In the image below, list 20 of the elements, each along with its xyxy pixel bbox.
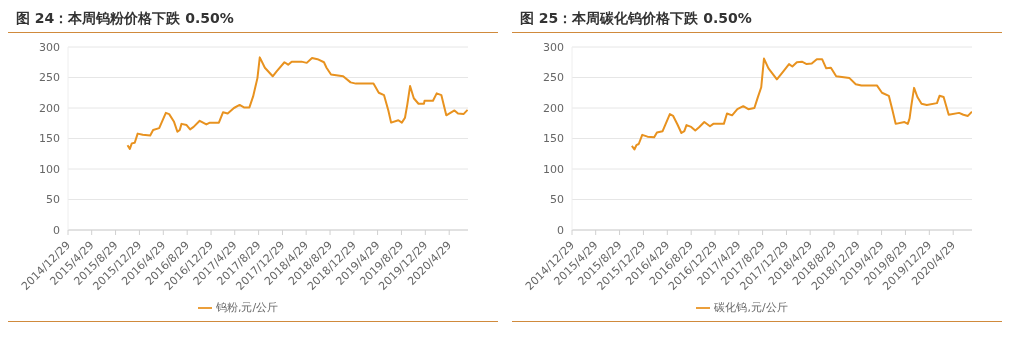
- y-tick-label: 250: [39, 71, 60, 85]
- y-tick-label: 200: [39, 101, 60, 115]
- y-tick-label: 50: [46, 193, 60, 207]
- y-tick-label: 0: [557, 223, 564, 237]
- legend-label: 钨粉,元/公斤: [215, 301, 279, 314]
- y-tick-label: 150: [39, 132, 60, 146]
- y-tick-label: 0: [53, 223, 60, 237]
- legend-label: 碳化钨,元/公斤: [714, 301, 788, 314]
- y-tick-label: 250: [543, 71, 564, 85]
- y-tick-label: 100: [39, 162, 60, 176]
- y-tick-label: 300: [39, 40, 60, 54]
- y-tick-label: 50: [550, 193, 564, 207]
- y-tick-label: 200: [543, 101, 564, 115]
- chart-title: 图 25：本周碳化钨价格下跌 0.50%: [519, 9, 753, 28]
- chart-title: 图 24：本周钨粉价格下跌 0.50%: [15, 9, 235, 28]
- line-series: [126, 56, 468, 150]
- y-tick-label: 100: [543, 162, 564, 176]
- y-tick-label: 150: [543, 132, 564, 146]
- line-series: [630, 57, 972, 151]
- y-tick-label: 300: [543, 40, 564, 54]
